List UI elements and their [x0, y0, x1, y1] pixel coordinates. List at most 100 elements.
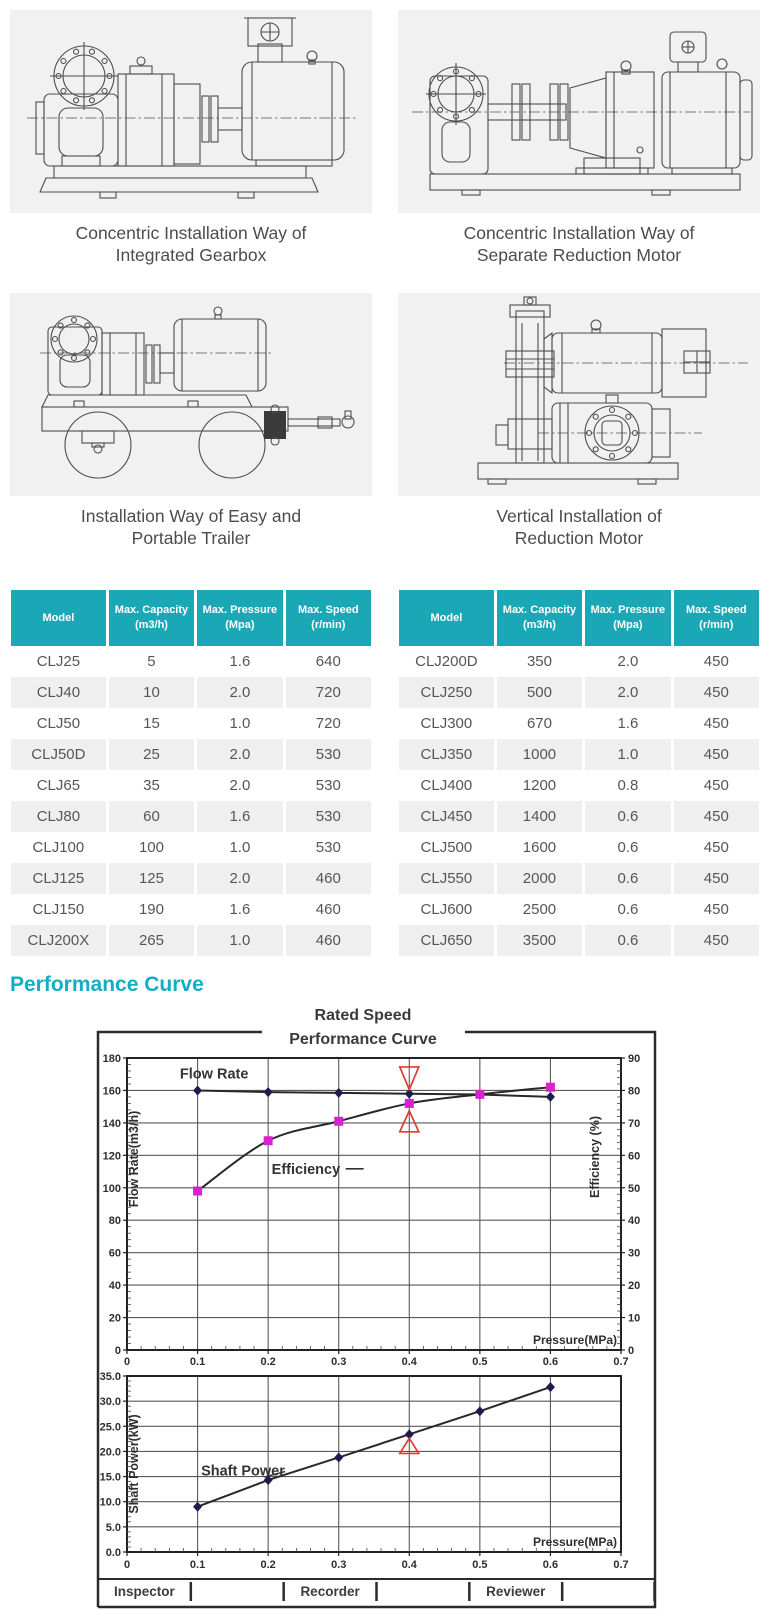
table-row: CLJ50 15 1.0 720	[11, 708, 371, 739]
table-row: CLJ50D 25 2.0 530	[11, 739, 371, 771]
table-cell: CLJ350	[399, 739, 494, 771]
pump-drawing-portable-trailer	[40, 306, 355, 479]
table-cell: CLJ100	[32, 839, 85, 857]
table-cell: 265	[108, 925, 195, 957]
svg-text:40: 40	[628, 1215, 640, 1227]
svg-text:Pressure(MPa): Pressure(MPa)	[533, 1535, 617, 1549]
caption-line: Separate Reduction Motor	[476, 245, 682, 266]
table-cell: 25	[108, 739, 195, 771]
column-header: Max. Capacity (m3/h)	[108, 590, 195, 647]
table-cell: 530	[315, 839, 341, 857]
svg-text:Efficiency: Efficiency	[272, 1162, 341, 1178]
installation-figures: Concentric Installation Way of Integrate…	[0, 0, 770, 576]
table-row: CLJ300 670 1.6 450	[399, 708, 759, 739]
figure-separate-reduction-motor: Concentric Installation Way of Separate …	[398, 10, 760, 293]
table-cell: CLJ50D	[11, 739, 106, 771]
svg-text:Recorder: Recorder	[300, 1584, 360, 1599]
table-cell: 450	[703, 715, 729, 733]
table-cell: CLJ400	[420, 777, 473, 795]
table-cell: CLJ550	[399, 863, 494, 895]
table-cell: 670	[526, 715, 552, 733]
table-cell: 450	[703, 839, 729, 857]
column-header: Max. Speed (r/min)	[673, 590, 759, 647]
table-row: CLJ80 60 1.6 530	[11, 801, 371, 833]
spec-table-right: Model Max. Capacity (m3/h) Max. Pressure (Mp…	[396, 590, 762, 957]
table-cell: 15	[143, 715, 160, 733]
figure-vertical-reduction-motor: Vertical Installation of Reduction Motor	[398, 293, 760, 576]
table-cell: 450	[703, 653, 729, 671]
table-cell: 1.6	[197, 801, 283, 833]
column-header: Max. Pressure (Mpa)	[197, 590, 283, 647]
table-cell: 2.0	[585, 677, 671, 709]
table-cell: 1.0	[229, 839, 251, 857]
svg-text:Rated Speed: Rated Speed	[315, 1007, 412, 1024]
table-cell: 450	[673, 739, 759, 771]
spec-tables: Model Max. Capacity (m3/h) Max. Pressure (Mp…	[0, 576, 770, 957]
performance-curve-chart: Rated Speed Performance Curve Inspector Rec…	[96, 1007, 657, 1609]
rated-point-marker	[398, 1436, 421, 1455]
figure-caption: Concentric Installation Way of Separate …	[398, 222, 760, 266]
svg-text:40: 40	[109, 1280, 121, 1292]
table-cell: 100	[138, 839, 164, 857]
chart-footer: Inspector Recorder Reviewer	[114, 1582, 656, 1602]
table-cell: 2.0	[197, 739, 283, 771]
table-row: CLJ100 100 1.0 530	[11, 832, 371, 863]
table-cell: 720	[285, 677, 371, 709]
svg-text:0.4: 0.4	[402, 1356, 418, 1368]
svg-text:0.5: 0.5	[472, 1559, 487, 1571]
table-cell: 5	[147, 653, 156, 671]
table-cell: 460	[315, 901, 341, 919]
svg-text:0.4: 0.4	[402, 1559, 418, 1571]
table-cell: 190	[138, 901, 164, 919]
table-cell: 2.0	[229, 777, 251, 795]
svg-text:Performance Curve: Performance Curve	[289, 1031, 437, 1048]
table-cell: 0.6	[617, 901, 639, 919]
svg-text:20.0: 20.0	[100, 1447, 121, 1459]
table-cell: 2.0	[617, 653, 639, 671]
table-cell: CLJ125	[11, 863, 106, 895]
series-efficiency: Efficiency	[193, 1082, 555, 1196]
table-cell: CLJ250	[399, 677, 494, 709]
table-cell: 1000	[496, 739, 583, 771]
table-cell: 450	[703, 777, 729, 795]
table-cell: 3500	[496, 925, 583, 957]
svg-text:0.6: 0.6	[543, 1356, 558, 1368]
table-cell: 1.6	[229, 901, 251, 919]
table-cell: CLJ150	[32, 901, 85, 919]
table-cell: 35	[143, 777, 160, 795]
table-cell: 530	[285, 801, 371, 833]
figure-panel	[10, 10, 372, 213]
svg-text:160: 160	[103, 1086, 121, 1098]
table-row: CLJ200D 350 2.0 450	[399, 646, 759, 677]
svg-text:5.0: 5.0	[106, 1522, 121, 1534]
table-row: CLJ400 1200 0.8 450	[399, 770, 759, 801]
svg-text:0: 0	[124, 1356, 130, 1368]
svg-text:0.0: 0.0	[106, 1547, 121, 1559]
svg-text:Flow Rate(m3/h): Flow Rate(m3/h)	[127, 1111, 141, 1208]
svg-text:80: 80	[109, 1215, 121, 1227]
table-cell: 0.6	[585, 863, 671, 895]
table-cell: 1.0	[197, 925, 283, 957]
table-cell: 0.6	[617, 839, 639, 857]
table-row: CLJ600 2500 0.6 450	[399, 894, 759, 925]
chart-shaft-power: 0 0.1 0.2 0.3 0.4 0.5 0.6 0.7 0.0 5.0 10.0 15.0 20.0…	[100, 1371, 629, 1571]
svg-text:0.7: 0.7	[613, 1559, 628, 1571]
svg-text:0: 0	[115, 1345, 121, 1357]
table-cell: CLJ500	[420, 839, 473, 857]
performance-section-title: Performance Curve	[10, 973, 204, 997]
column-header: Max. Capacity (m3/h)	[496, 590, 583, 647]
svg-text:Shaft Power(kW): Shaft Power(kW)	[127, 1415, 141, 1514]
svg-text:0.3: 0.3	[331, 1356, 346, 1368]
table-header-row: Model Max. Capacity (m3/h) Max. Pressure (Mp…	[399, 590, 759, 647]
svg-text:Flow Rate: Flow Rate	[180, 1066, 248, 1082]
rated-point-marker	[398, 1108, 421, 1133]
caption-line: Concentric Installation Way of	[75, 223, 307, 243]
svg-text:0.3: 0.3	[331, 1559, 346, 1571]
series-flow-rate: Flow Rate	[180, 1066, 555, 1103]
svg-text:Efficiency (%): Efficiency (%)	[588, 1116, 602, 1198]
table-cell: 350	[526, 653, 552, 671]
table-cell: 1.6	[229, 653, 251, 671]
table-cell: 2000	[496, 863, 583, 895]
table-row: CLJ125 125 2.0 460	[11, 863, 371, 895]
pump-drawing-integrated-gearbox	[27, 17, 358, 199]
